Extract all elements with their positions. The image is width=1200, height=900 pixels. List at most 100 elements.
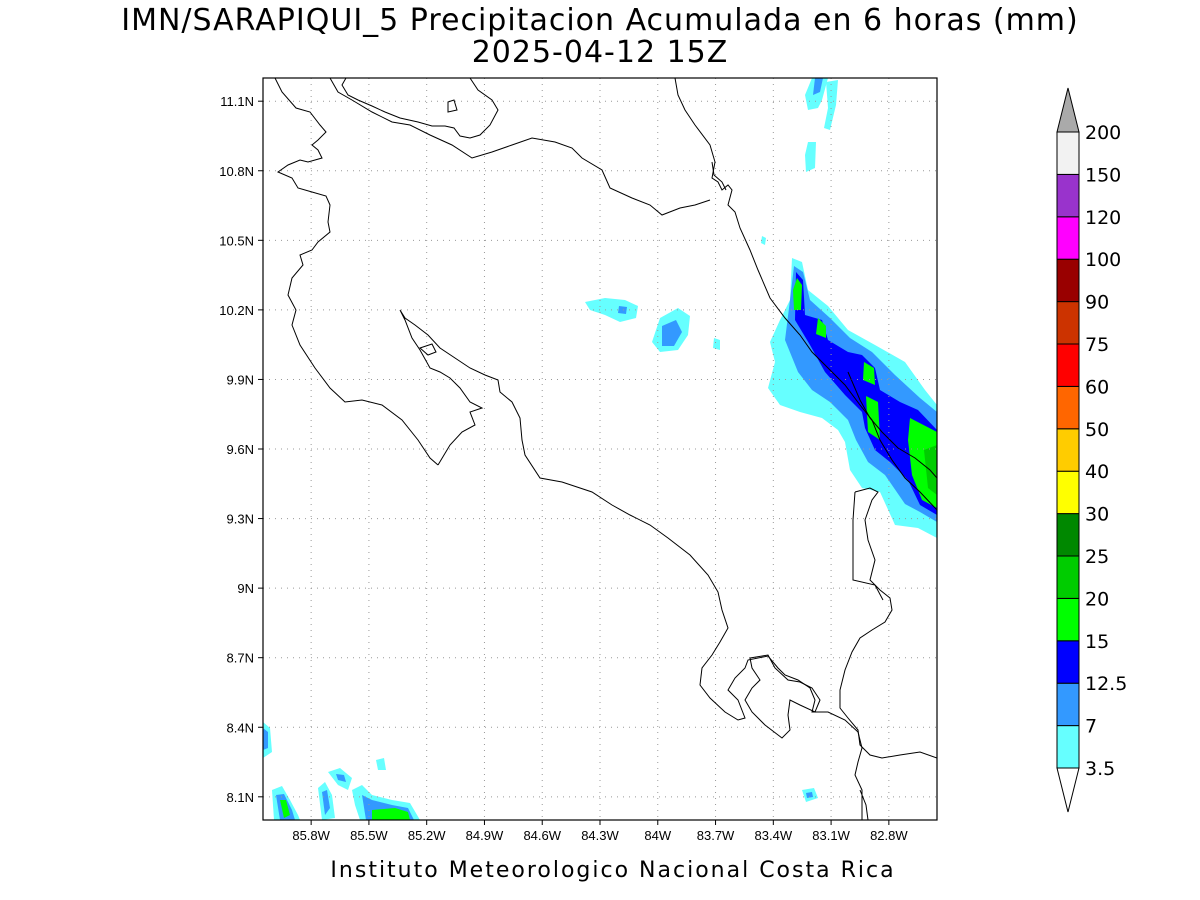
map-title: IMN/SARAPIQUI_5 Precipitacion Acumulada … — [121, 3, 1078, 38]
precip-core-2 — [816, 318, 826, 338]
colorbar-level-label: 7 — [1085, 716, 1097, 738]
x-tick-label: 84.3W — [581, 828, 619, 843]
colorbar-level-label: 75 — [1085, 334, 1109, 356]
precip-cell-central-north-inner — [618, 306, 627, 314]
colorbar-level-label: 20 — [1085, 588, 1109, 610]
colorbar-level-label: 60 — [1085, 376, 1109, 398]
nicaragua-costa-rica-border-and-lake-shore — [274, 78, 439, 466]
y-tick-label: 9.9N — [227, 372, 254, 387]
colorbar-level-label: 150 — [1085, 164, 1121, 186]
precip-sw-cell-3-inner — [322, 790, 330, 815]
colorbar-swatch — [1056, 428, 1080, 472]
island-small — [447, 99, 458, 113]
precip-core-1 — [793, 278, 802, 310]
y-tick-label: 9.3N — [227, 512, 254, 527]
nicaragua-lake-coast — [329, 78, 711, 216]
colorbar-swatch — [1056, 555, 1080, 599]
precip-cell-central-inner — [662, 320, 682, 346]
border-coast-east — [847, 371, 937, 479]
y-tick-label: 8.1N — [227, 790, 254, 805]
x-tick-label: 85.2W — [408, 828, 446, 843]
colorbar-swatch — [1056, 131, 1080, 175]
panama-border — [839, 487, 937, 759]
colorbar-swatch — [1056, 682, 1080, 727]
institution-footer: Instituto Meteorologico Nacional Costa R… — [330, 858, 895, 883]
precip-sw-cell-2-core — [280, 800, 290, 818]
y-tick-label: 10.8N — [219, 164, 254, 179]
colorbar-swatch — [1056, 513, 1080, 557]
colorbar-swatch — [1056, 385, 1080, 430]
precipitation-field — [263, 78, 937, 820]
colorbar-swatch — [1056, 597, 1080, 642]
precip-north-streak-1 — [805, 78, 828, 110]
y-tick-label: 10.2N — [219, 303, 254, 318]
precip-sw-cell-1-inner — [263, 728, 268, 750]
precip-south-cell-inner — [806, 792, 813, 798]
y-tick-label: 8.7N — [227, 651, 254, 666]
y-tick-label: 8.4N — [227, 720, 254, 735]
colorbar-swatch — [1056, 470, 1080, 515]
precip-core-3 — [863, 362, 875, 385]
precip-sw-cell-4-inner — [336, 774, 346, 782]
colorbar-swatch — [1056, 301, 1080, 345]
colorbar-over-triangle — [1056, 87, 1080, 133]
colorbar-swatch — [1056, 343, 1080, 387]
colorbar-level-label: 40 — [1085, 461, 1109, 483]
y-tick-label: 9N — [237, 581, 254, 596]
panama-border-2 — [852, 491, 884, 601]
precip-north-streak-3 — [805, 142, 816, 172]
x-tick-label: 82.8W — [870, 828, 908, 843]
precip-cell-small-2 — [761, 236, 766, 245]
precip-band-heavy — [795, 272, 937, 515]
colorbar-level-label: 50 — [1085, 419, 1109, 441]
colorbar-level-label: 90 — [1085, 292, 1109, 314]
precip-north-streak-1-inner — [813, 78, 823, 95]
y-tick-label: 9.6N — [227, 442, 254, 457]
map-plot-area: 85.8W 85.5W 85.2W 84.9W 84.6W 84.3W 84W 83.7W 83… — [219, 77, 938, 843]
x-tick-label: 84.6W — [523, 828, 561, 843]
precip-north-streak-2 — [824, 80, 838, 130]
colorbar-level-label: 15 — [1085, 631, 1109, 653]
x-tick-label: 83.7W — [697, 828, 735, 843]
plot-frame — [262, 77, 938, 821]
colorbar-level-label: 30 — [1085, 504, 1109, 526]
colorbar-swatch — [1056, 258, 1080, 303]
lake-coast-north — [341, 78, 499, 139]
precip-sw-cell-6 — [376, 758, 386, 770]
map-gridlines — [258, 78, 937, 825]
x-tick-label: 85.5W — [350, 828, 388, 843]
map-subtitle-date: 2025-04-12 15Z — [472, 35, 729, 70]
y-tick-label: 11.1N — [220, 94, 254, 109]
y-tick-label: 10.5N — [219, 233, 254, 248]
nicoya-gulf-and-pacific-coast — [399, 309, 863, 820]
precip-sw-cell-5-core — [372, 808, 410, 820]
x-tick-label: 85.8W — [292, 828, 330, 843]
colorbar-swatch — [1056, 173, 1080, 218]
longitude-tick-labels: 85.8W 85.5W 85.2W 84.9W 84.6W 84.3W 84W 83.7W 83… — [292, 828, 908, 843]
colorbar-swatch — [1056, 640, 1080, 684]
colorbar-swatch — [1056, 216, 1080, 260]
punta-burica — [859, 789, 869, 820]
x-tick-label: 84.9W — [466, 828, 504, 843]
caribbean-coast-inlet — [711, 161, 727, 191]
nicoya-lake-island — [419, 343, 437, 356]
latitude-tick-labels: 11.1N 10.8N 10.5N 10.2N 9.9N 9.6N 9.3N 9N 8.7N 8.… — [219, 94, 254, 805]
x-tick-label: 83.1W — [812, 828, 850, 843]
colorbar-under-triangle — [1056, 767, 1080, 813]
colorbar-level-label: 120 — [1085, 207, 1121, 229]
precip-cell-small-1 — [713, 338, 720, 350]
colorbar-swatch — [1056, 725, 1080, 769]
colorbar-level-label: 200 — [1085, 122, 1121, 144]
coastlines-borders — [274, 78, 937, 820]
precipitation-colorbar: 3.5 7 12.5 15 20 25 30 40 50 60 75 90 100 120 150 200 — [1056, 87, 1127, 813]
precip-core-4 — [866, 396, 880, 440]
colorbar-level-label: 25 — [1085, 546, 1109, 568]
colorbar-level-label: 12.5 — [1085, 673, 1127, 695]
colorbar-level-label: 100 — [1085, 249, 1121, 271]
x-tick-label: 83.4W — [755, 828, 793, 843]
x-tick-label: 84W — [644, 828, 671, 843]
osa-peninsula — [744, 654, 821, 739]
caribbean-coast — [674, 78, 937, 511]
colorbar-level-label: 3.5 — [1085, 758, 1115, 780]
